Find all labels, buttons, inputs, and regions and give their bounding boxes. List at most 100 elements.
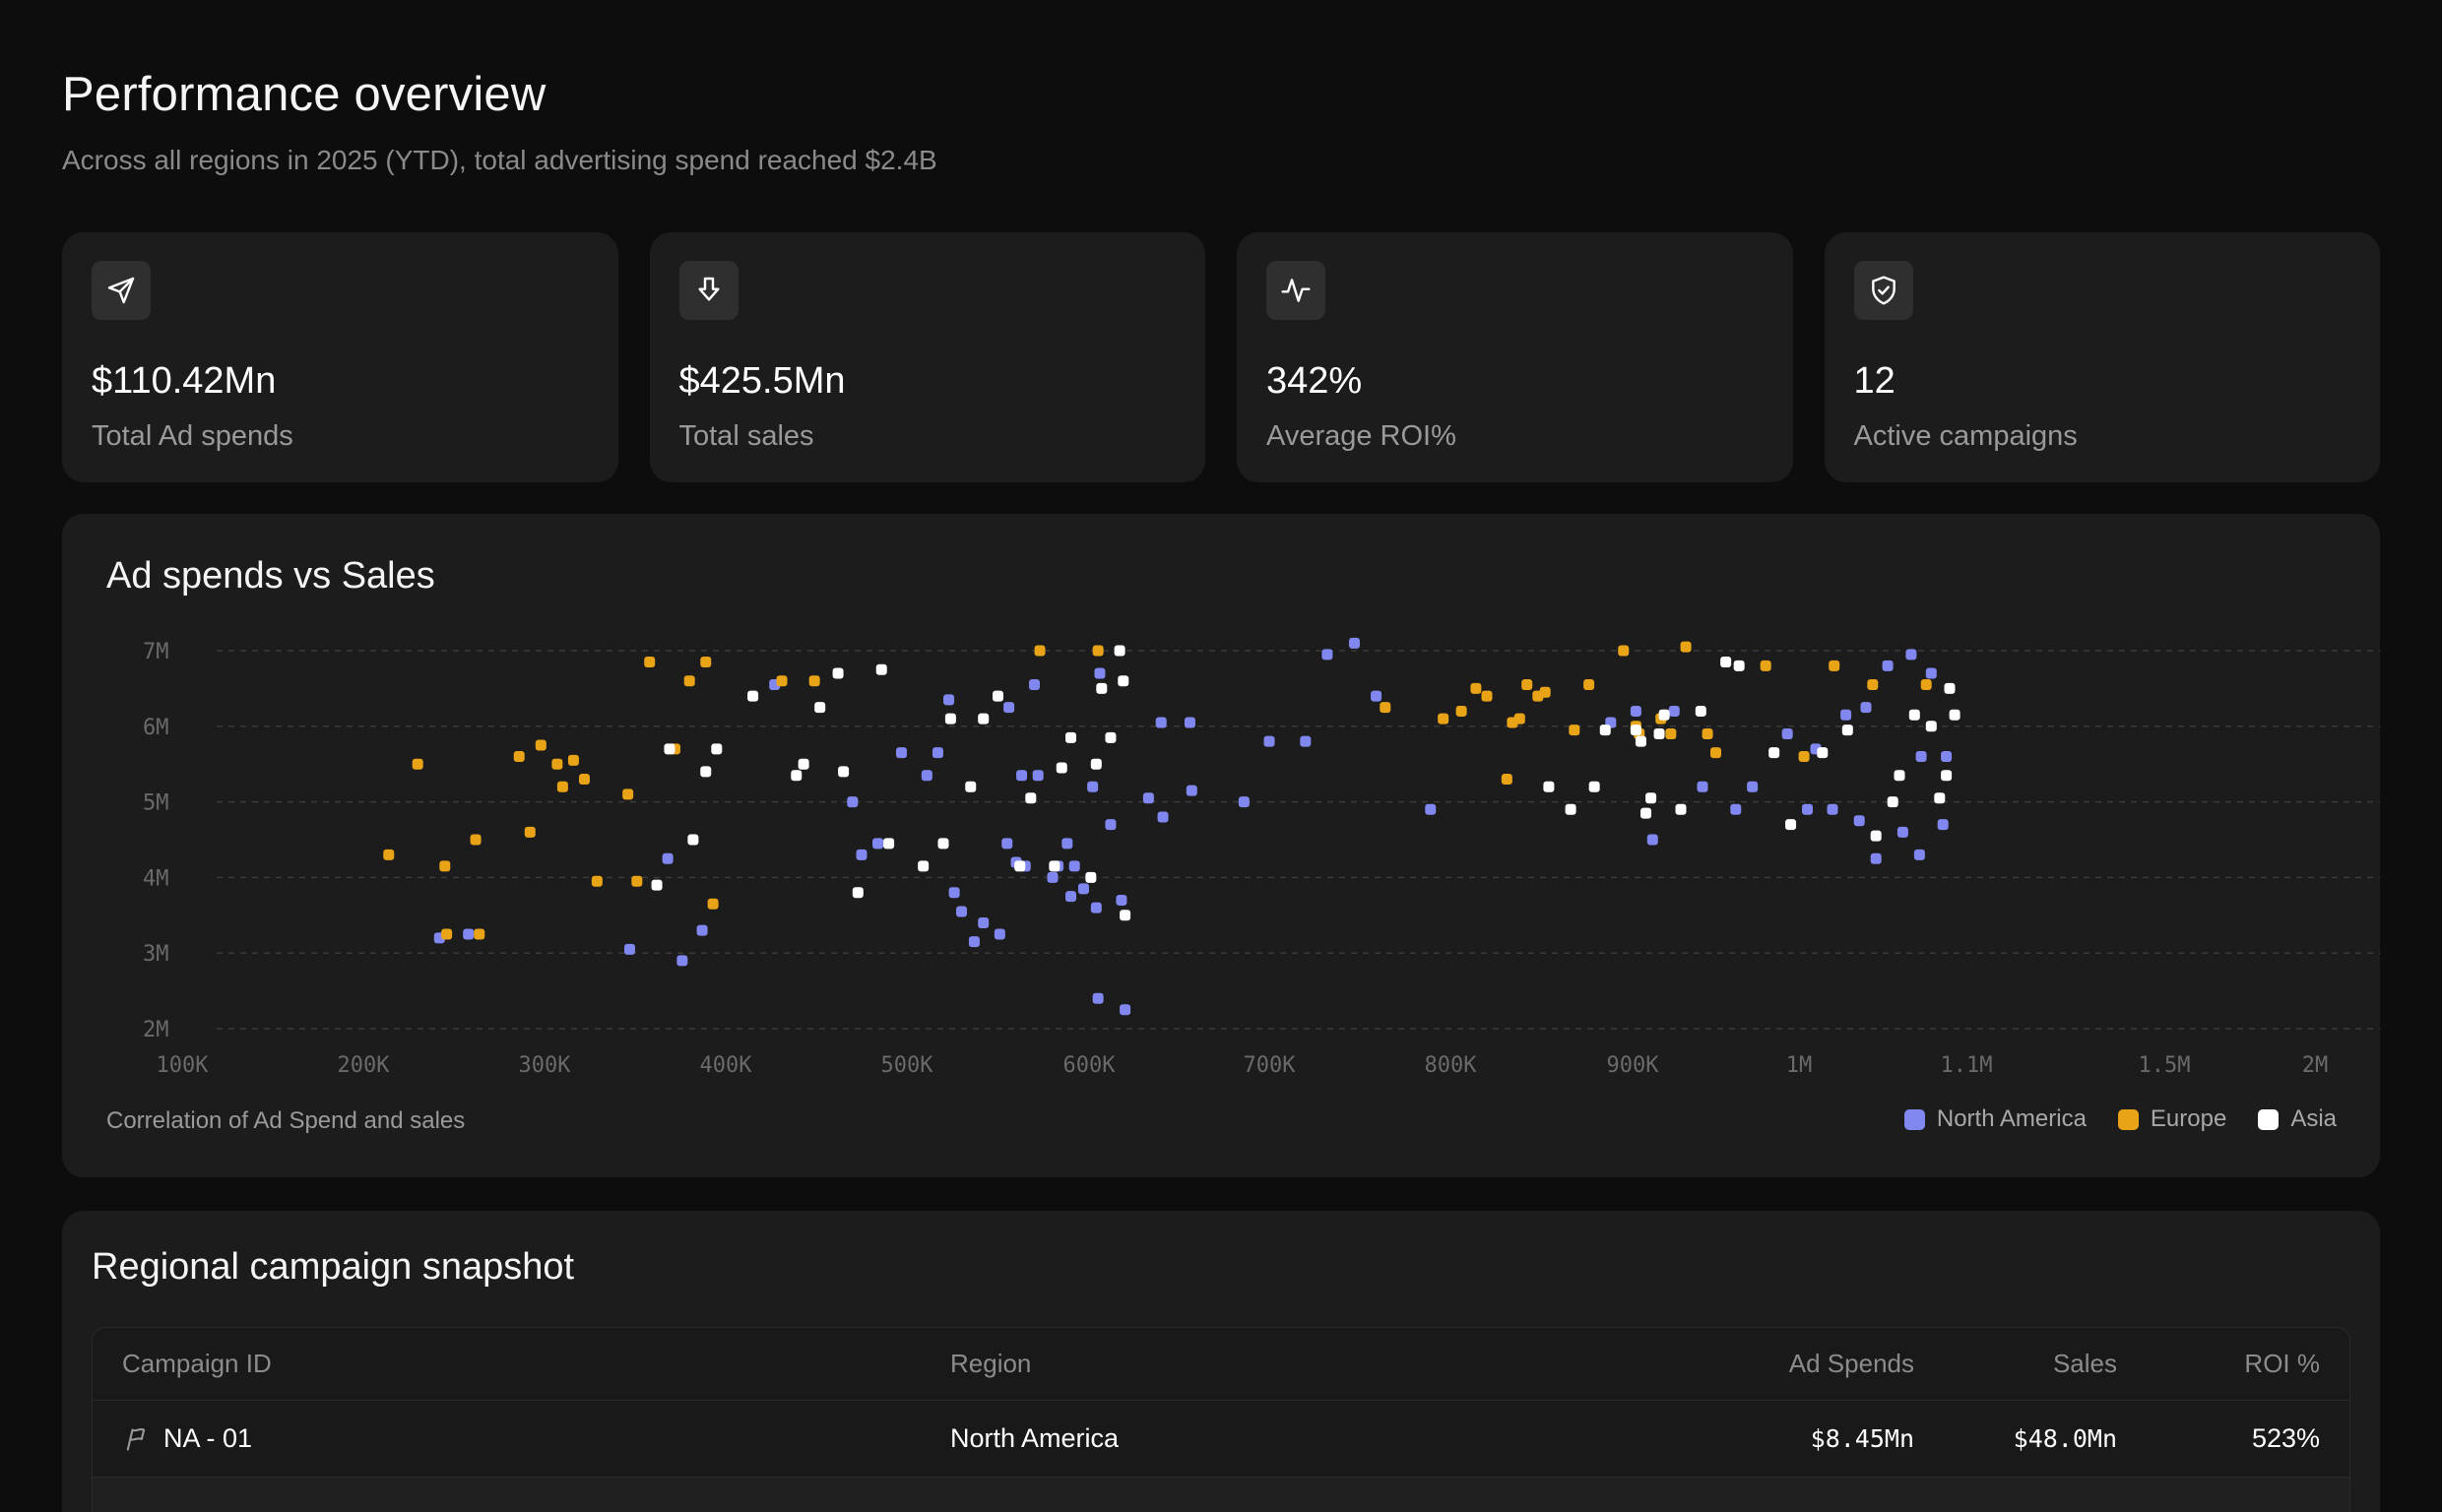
legend-item-north-america[interactable]: North America — [1903, 1105, 2087, 1133]
table-row[interactable] — [93, 1478, 2349, 1512]
kpi-label: Total Ad spends — [92, 420, 293, 452]
data-point — [1105, 731, 1117, 743]
data-point — [1934, 792, 1946, 804]
campaign-table-card: Regional campaign snapshot Campaign ID R… — [62, 1211, 2380, 1512]
table-row[interactable]: NA - 01 North America $8.45Mn $48.0Mn 52… — [93, 1401, 2349, 1478]
column-header-sales[interactable]: Sales — [2052, 1349, 2117, 1378]
data-point — [1646, 834, 1658, 846]
legend-swatch — [2258, 1108, 2280, 1130]
data-point — [956, 906, 967, 917]
data-point — [567, 754, 579, 766]
data-point — [1829, 660, 1840, 671]
data-point — [441, 928, 453, 940]
data-point — [1016, 770, 1028, 782]
data-point — [1186, 785, 1197, 796]
data-point — [932, 747, 943, 759]
data-point — [1798, 751, 1810, 763]
data-point — [1120, 1004, 1131, 1016]
column-header-region[interactable]: Region — [950, 1349, 1032, 1378]
data-point — [535, 739, 546, 751]
campaign-table: Campaign ID Region Ad Spends Sales ROI %… — [92, 1327, 2350, 1512]
data-point — [1061, 838, 1073, 850]
column-header-roi[interactable]: ROI % — [2244, 1349, 2320, 1378]
data-point — [1867, 679, 1879, 691]
data-point — [1425, 803, 1437, 815]
legend-swatch — [2117, 1108, 2139, 1130]
data-point — [978, 713, 990, 724]
x-axis-ticks: 100K 200K 300K 400K 500K 600K 700K 800K 900K 1M 1.… — [157, 1053, 2329, 1078]
data-point — [1116, 894, 1127, 906]
data-point — [993, 690, 1003, 702]
data-point — [1640, 807, 1652, 819]
data-point — [631, 875, 643, 887]
data-point — [1630, 724, 1641, 736]
data-point — [1481, 690, 1493, 702]
column-header-ad-spends[interactable]: Ad Spends — [1788, 1349, 1914, 1378]
data-point — [1455, 705, 1467, 717]
data-point — [875, 663, 887, 675]
legend-item-asia[interactable]: Asia — [2258, 1105, 2337, 1133]
series-asia — [651, 645, 1960, 921]
x-tick-label: 1M — [1786, 1053, 1813, 1078]
data-point — [1300, 735, 1312, 747]
x-tick-label: 700K — [1244, 1053, 1297, 1078]
x-tick-label: 1.5M — [2139, 1053, 2191, 1078]
data-point — [937, 838, 949, 850]
kpi-card-ad-spends: $110.42Mn Total Ad spends — [62, 232, 618, 482]
column-header-campaign-id[interactable]: Campaign ID — [122, 1349, 272, 1378]
data-point — [1588, 781, 1600, 792]
data-point — [872, 838, 884, 850]
data-point — [1840, 709, 1852, 721]
data-point — [1032, 770, 1044, 782]
data-point — [808, 675, 820, 687]
data-point — [1730, 803, 1742, 815]
legend-swatch — [1903, 1108, 1925, 1130]
x-tick-label: 500K — [881, 1053, 934, 1078]
data-point — [1635, 735, 1646, 747]
chart-card: Ad spends vs Sales 2M 3M 4M 5M 6M 7M 100K 200K… — [62, 514, 2380, 1177]
data-point — [1155, 717, 1167, 728]
data-point — [1870, 852, 1882, 864]
data-point — [439, 860, 451, 872]
data-point — [944, 713, 956, 724]
x-tick-label: 200K — [338, 1053, 391, 1078]
x-tick-label: 900K — [1607, 1053, 1660, 1078]
data-point — [1720, 657, 1732, 668]
data-point — [994, 928, 1005, 940]
data-point — [1702, 727, 1713, 739]
data-point — [1470, 682, 1482, 694]
kpi-value: $425.5Mn — [678, 360, 846, 402]
data-point — [1539, 686, 1551, 698]
data-point — [1056, 762, 1067, 774]
data-point — [1118, 675, 1129, 687]
data-point — [1142, 792, 1154, 804]
data-point — [1870, 830, 1882, 842]
data-point — [474, 928, 485, 940]
data-point — [1695, 705, 1706, 717]
data-point — [1680, 641, 1692, 653]
data-point — [847, 796, 859, 808]
data-point — [1630, 705, 1641, 717]
data-point — [1092, 645, 1104, 657]
data-point — [1658, 709, 1670, 721]
data-point — [832, 667, 844, 679]
kpi-value: $110.42Mn — [92, 360, 277, 402]
data-point — [1380, 702, 1391, 714]
chart-caption: Correlation of Ad Spend and sales — [106, 1107, 466, 1134]
legend-item-europe[interactable]: Europe — [2117, 1105, 2226, 1133]
campaign-id-cell: NA - 01 — [122, 1401, 252, 1477]
data-point — [696, 924, 708, 936]
scatter-chart: 2M 3M 4M 5M 6M 7M 100K 200K 300K 400K 500K 600K 700… — [143, 637, 2380, 1078]
series-europe — [383, 641, 1932, 940]
data-point — [1085, 871, 1097, 883]
data-point — [1908, 709, 1920, 721]
data-point — [965, 781, 977, 792]
data-point — [968, 936, 980, 948]
data-point — [1543, 781, 1555, 792]
data-point — [1860, 702, 1872, 714]
data-point — [747, 690, 759, 702]
data-point — [798, 758, 809, 770]
chart-points — [383, 637, 1960, 1016]
data-point — [1675, 803, 1687, 815]
legend-label: Asia — [2290, 1105, 2337, 1132]
